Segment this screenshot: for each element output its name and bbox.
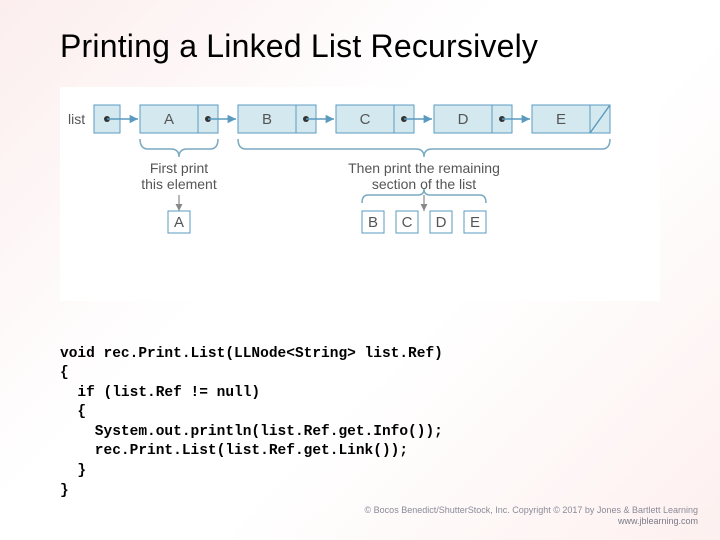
code-line: }	[60, 483, 69, 499]
svg-text:C: C	[402, 214, 413, 231]
copyright: © Bocos Benedict/ShutterStock, Inc. Copy…	[365, 505, 698, 528]
svg-text:D: D	[436, 214, 447, 231]
linked-list-diagram: list A B C D E First printthis element Then pri…	[60, 87, 660, 301]
code-line: rec.Print.List(list.Ref.get.Link());	[60, 443, 408, 459]
svg-text:First print: First print	[150, 160, 208, 176]
svg-text:this element: this element	[141, 176, 217, 192]
svg-text:E: E	[470, 214, 480, 231]
code-line: {	[60, 365, 69, 381]
code-line: if (list.Ref != null)	[60, 385, 260, 401]
code-line: void rec.Print.List(LLNode<String> list.…	[60, 346, 443, 362]
code-block: void rec.Print.List(LLNode<String> list.…	[60, 325, 670, 501]
slide-title: Printing a Linked List Recursively	[60, 28, 670, 65]
svg-text:A: A	[174, 214, 184, 231]
svg-text:A: A	[164, 111, 174, 128]
code-line: {	[60, 404, 86, 420]
svg-text:list: list	[68, 111, 85, 127]
svg-text:B: B	[368, 214, 378, 231]
code-line: }	[60, 463, 86, 479]
svg-text:D: D	[458, 111, 469, 128]
copyright-line1: © Bocos Benedict/ShutterStock, Inc. Copy…	[365, 505, 698, 517]
svg-text:B: B	[262, 111, 272, 128]
svg-text:Then print the remaining: Then print the remaining	[348, 160, 500, 176]
svg-text:C: C	[360, 111, 371, 128]
code-line: System.out.println(list.Ref.get.Info());	[60, 424, 443, 440]
copyright-url: www.jblearning.com	[365, 516, 698, 528]
svg-text:E: E	[556, 111, 566, 128]
